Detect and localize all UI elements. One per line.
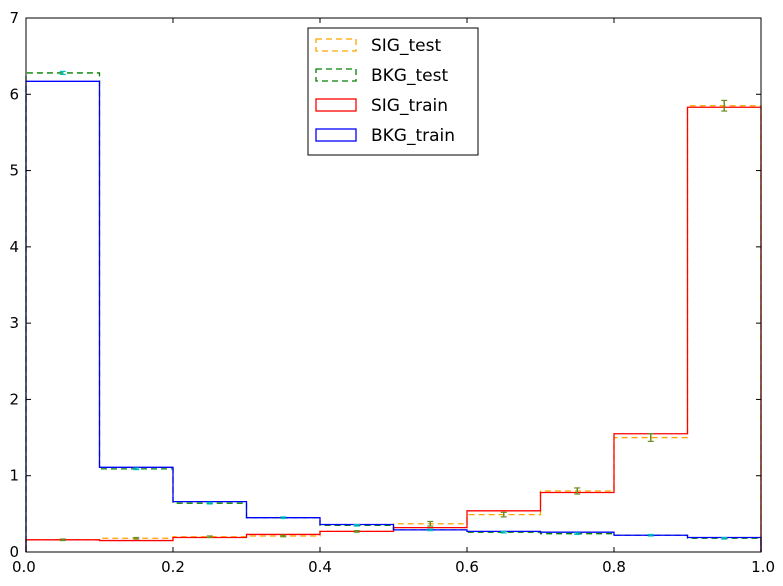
error-bar-sig-test-bin-4 (353, 530, 360, 533)
axis-ticks-layer: 0.0 0.2 0.4 0.6 0.8 1.0 0 1 2 3 4 5 6 7 (9, 9, 775, 576)
legend-label: SIG_train (371, 96, 448, 116)
y-tick-label: 0 (9, 543, 19, 561)
legend: SIG_test BKG_test SIG_train BKG_train (307, 27, 479, 156)
plot-frame (25, 17, 762, 553)
error-bars-layer (59, 70, 728, 542)
error-bar-sig-test-bin-7 (574, 487, 581, 495)
legend-label: BKG_test (371, 66, 448, 86)
legend-swatch (315, 38, 357, 52)
x-tick-label: 0.2 (161, 558, 185, 576)
legend-entry-sig-test: SIG_test (315, 36, 441, 56)
legend-label: SIG_test (371, 36, 441, 56)
y-tick-label: 5 (9, 162, 19, 180)
error-bar-bkg-test-bin-6 (500, 530, 507, 534)
error-bar-sig-test-bin-9 (721, 99, 728, 112)
x-tick-label: 0.4 (308, 558, 332, 576)
y-tick-label: 2 (9, 390, 19, 408)
y-tick-label: 4 (9, 238, 19, 256)
error-bar-sig-test-bin-1 (133, 536, 140, 540)
x-tick-label: 0.0 (12, 558, 36, 576)
legend-box (307, 27, 479, 156)
error-bar-sig-test-bin-0 (59, 538, 66, 542)
y-tick-label: 3 (9, 314, 19, 332)
error-bar-bkg-test-bin-8 (647, 533, 654, 537)
x-tick-label: 0.6 (455, 558, 479, 576)
error-bar-bkg-test-bin-0 (59, 70, 66, 76)
error-bar-bkg-test-bin-9 (721, 536, 728, 540)
y-tick-label: 6 (9, 85, 19, 103)
error-bar-sig-test-bin-2 (206, 535, 213, 539)
legend-swatch (315, 98, 357, 112)
error-bar-bkg-test-bin-1 (133, 467, 140, 471)
error-bar-bkg-test-bin-3 (280, 516, 287, 520)
legend-label: BKG_train (371, 126, 455, 146)
error-bar-sig-test-bin-3 (280, 534, 287, 538)
error-bar-bkg-test-bin-7 (574, 532, 581, 536)
legend-swatch (315, 128, 357, 142)
error-bar-bkg-test-bin-4 (353, 523, 360, 527)
error-bar-bkg-test-bin-2 (206, 501, 213, 505)
x-tick-label: 1.0 (751, 558, 775, 576)
y-tick-label: 7 (9, 9, 19, 27)
error-bar-bkg-test-bin-5 (427, 528, 434, 532)
error-bar-sig-test-bin-6 (500, 511, 507, 518)
error-bar-sig-test-bin-8 (647, 433, 654, 442)
y-tick-label: 1 (9, 467, 19, 485)
legend-entry-sig-train: SIG_train (315, 96, 448, 116)
x-tick-label: 0.8 (602, 558, 626, 576)
legend-entry-bkg-test: BKG_test (315, 66, 448, 86)
error-bar-sig-test-bin-5 (427, 520, 434, 527)
legend-swatch (315, 68, 357, 82)
legend-entry-bkg-train: BKG_train (315, 126, 455, 146)
